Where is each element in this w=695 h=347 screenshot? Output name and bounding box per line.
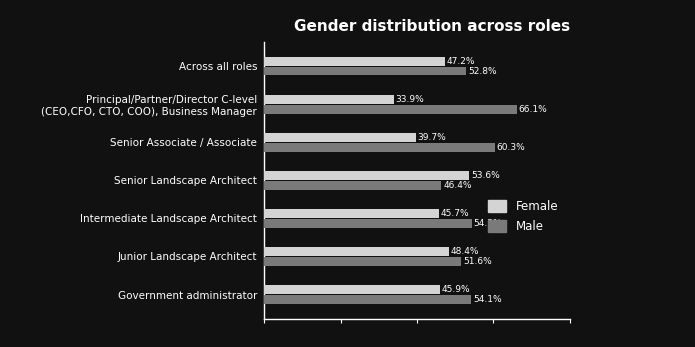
Bar	[264, 219, 472, 228]
Bar	[264, 143, 495, 152]
Bar	[264, 247, 449, 256]
Text: 45.7%: 45.7%	[441, 209, 469, 218]
Bar	[264, 105, 517, 113]
Text: 54.3%: 54.3%	[473, 219, 502, 228]
Text: 52.8%: 52.8%	[468, 67, 496, 76]
Bar	[264, 181, 441, 189]
Text: 54.1%: 54.1%	[473, 295, 501, 304]
Text: 33.9%: 33.9%	[395, 95, 425, 104]
Text: 53.6%: 53.6%	[471, 171, 500, 180]
Bar	[264, 67, 466, 76]
Bar	[264, 95, 393, 104]
Text: 66.1%: 66.1%	[518, 105, 548, 114]
Text: 47.2%: 47.2%	[446, 57, 475, 66]
Text: 39.7%: 39.7%	[418, 133, 446, 142]
Bar	[264, 57, 445, 66]
Legend: Female, Male: Female, Male	[482, 194, 564, 239]
Text: Gender distribution across roles: Gender distribution across roles	[294, 18, 570, 34]
Text: 60.3%: 60.3%	[496, 143, 525, 152]
Text: 45.9%: 45.9%	[441, 285, 470, 294]
Text: 48.4%: 48.4%	[451, 247, 480, 256]
Text: 46.4%: 46.4%	[443, 181, 472, 190]
Bar	[264, 171, 469, 180]
Bar	[264, 295, 471, 304]
Bar	[264, 285, 439, 294]
Bar	[264, 209, 439, 218]
Text: 51.6%: 51.6%	[464, 257, 492, 266]
Bar	[264, 133, 416, 142]
Bar	[264, 257, 461, 265]
